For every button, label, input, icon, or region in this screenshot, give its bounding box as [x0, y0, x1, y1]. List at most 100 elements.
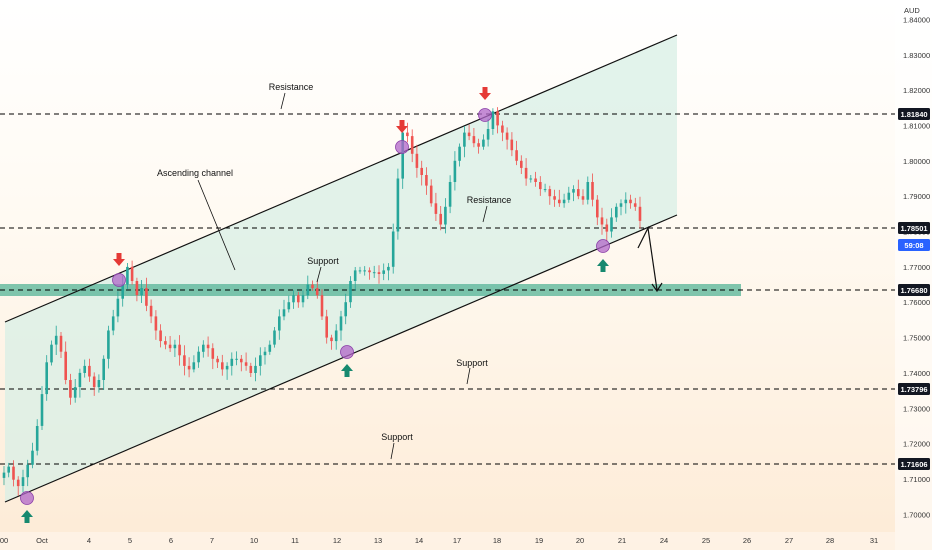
- candle: [624, 192, 628, 214]
- candle: [130, 260, 134, 285]
- candle: [40, 386, 44, 430]
- price-tag-label: 59:08: [904, 241, 923, 250]
- candle: [463, 126, 466, 158]
- candle: [520, 155, 523, 174]
- down-arrow-icon: [396, 120, 408, 133]
- price-tag: 1.73796: [898, 383, 930, 395]
- candle: [26, 459, 29, 487]
- candle: [88, 358, 91, 382]
- price-axis-currency: AUD: [904, 6, 920, 15]
- resistance-top-label: Resistance: [269, 82, 314, 92]
- candle: [235, 351, 238, 366]
- candle: [496, 107, 499, 134]
- x-tick-label: 7: [210, 536, 214, 545]
- x-tick-label: 17: [453, 536, 461, 545]
- x-tick-label: 26: [743, 536, 751, 545]
- candle: [638, 196, 642, 229]
- x-tick-label: Oct: [36, 536, 49, 545]
- candle: [168, 336, 172, 352]
- candle: [216, 355, 219, 368]
- candle: [12, 460, 15, 487]
- candle: [334, 324, 338, 350]
- support-channel-label: Support: [307, 256, 339, 266]
- candle: [159, 324, 162, 348]
- candle: [202, 340, 205, 358]
- candle: [472, 128, 476, 148]
- ascending-channel-label: Ascending channel: [157, 168, 233, 178]
- price-tags-group: 1.81840 1.78501 59:08 1.76680 1.73796 1.71606: [898, 108, 930, 470]
- pointer-line: [197, 179, 236, 271]
- pointer-line: [466, 367, 471, 385]
- y-tick-label: 1.74000: [903, 369, 930, 378]
- touch-marker: [20, 491, 34, 505]
- candle: [372, 265, 376, 278]
- candle: [534, 171, 537, 187]
- candle: [116, 291, 120, 323]
- up-arrow-icon: [341, 364, 353, 377]
- resistance-mid-label: Resistance: [467, 195, 512, 205]
- candle: [358, 266, 362, 274]
- channel-fill: [5, 35, 677, 502]
- candle: [505, 127, 509, 150]
- candle: [444, 198, 447, 234]
- support-low-label: Support: [381, 432, 413, 442]
- pointer-line: [280, 92, 286, 110]
- candle: [515, 140, 518, 166]
- candle: [311, 280, 314, 291]
- candle: [396, 168, 400, 240]
- candle: [206, 336, 210, 357]
- candle: [491, 108, 495, 135]
- x-tick-label: 10: [250, 536, 258, 545]
- candle: [178, 335, 181, 366]
- candle: [297, 291, 300, 308]
- candle: [7, 462, 10, 478]
- candle: [83, 359, 86, 378]
- candle: [368, 267, 371, 280]
- price-tag-label: 1.71606: [900, 460, 927, 469]
- touch-marker: [112, 273, 126, 287]
- x-tick-label: 24: [660, 536, 668, 545]
- x-tick-label: 5: [128, 536, 132, 545]
- x-tick-label: 13: [374, 536, 382, 545]
- candle: [619, 199, 623, 216]
- candle: [377, 265, 381, 284]
- candle: [629, 194, 632, 209]
- candle: [605, 218, 609, 242]
- candle: [558, 189, 561, 207]
- x-tick-label: 19: [535, 536, 543, 545]
- candle: [548, 185, 552, 205]
- candle: [278, 309, 281, 340]
- candle: [330, 334, 333, 350]
- y-tick-label: 1.70000: [903, 510, 930, 519]
- time-axis[interactable]: [0, 532, 895, 550]
- candle: [54, 325, 58, 355]
- candle: [539, 176, 542, 196]
- x-tick-label: 18: [493, 536, 501, 545]
- candle: [482, 134, 485, 150]
- candle: [596, 195, 599, 226]
- price-tag: 1.76680: [898, 284, 930, 296]
- touch-marker: [340, 345, 354, 359]
- y-tick-label: 1.72000: [903, 440, 930, 449]
- pointer-line: [390, 442, 395, 460]
- candle: [197, 346, 200, 368]
- candle: [524, 158, 528, 186]
- price-tag-label: 1.76680: [900, 286, 927, 295]
- y-ticks-group: 1.84000 1.83000 1.82000 1.81000 1.80000 1.790…: [903, 15, 930, 519]
- y-tick-label: 1.77000: [903, 263, 930, 272]
- candle: [553, 189, 556, 207]
- candle: [173, 339, 177, 357]
- candle: [439, 206, 442, 231]
- candle: [320, 289, 324, 320]
- candle: [615, 203, 618, 222]
- x-tick-label: 14: [415, 536, 423, 545]
- candle: [581, 189, 585, 205]
- projection-drop-line: [637, 226, 658, 291]
- x-tick-label: 00: [0, 536, 8, 545]
- x-tick-label: 31: [870, 536, 878, 545]
- candle: [192, 355, 196, 373]
- support-mid-label: Support: [456, 358, 488, 368]
- candle: [477, 138, 480, 154]
- candle: [510, 132, 514, 157]
- candle: [225, 362, 229, 380]
